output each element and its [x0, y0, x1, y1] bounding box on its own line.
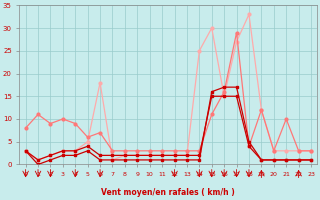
X-axis label: Vent moyen/en rafales ( km/h ): Vent moyen/en rafales ( km/h )	[101, 188, 235, 197]
